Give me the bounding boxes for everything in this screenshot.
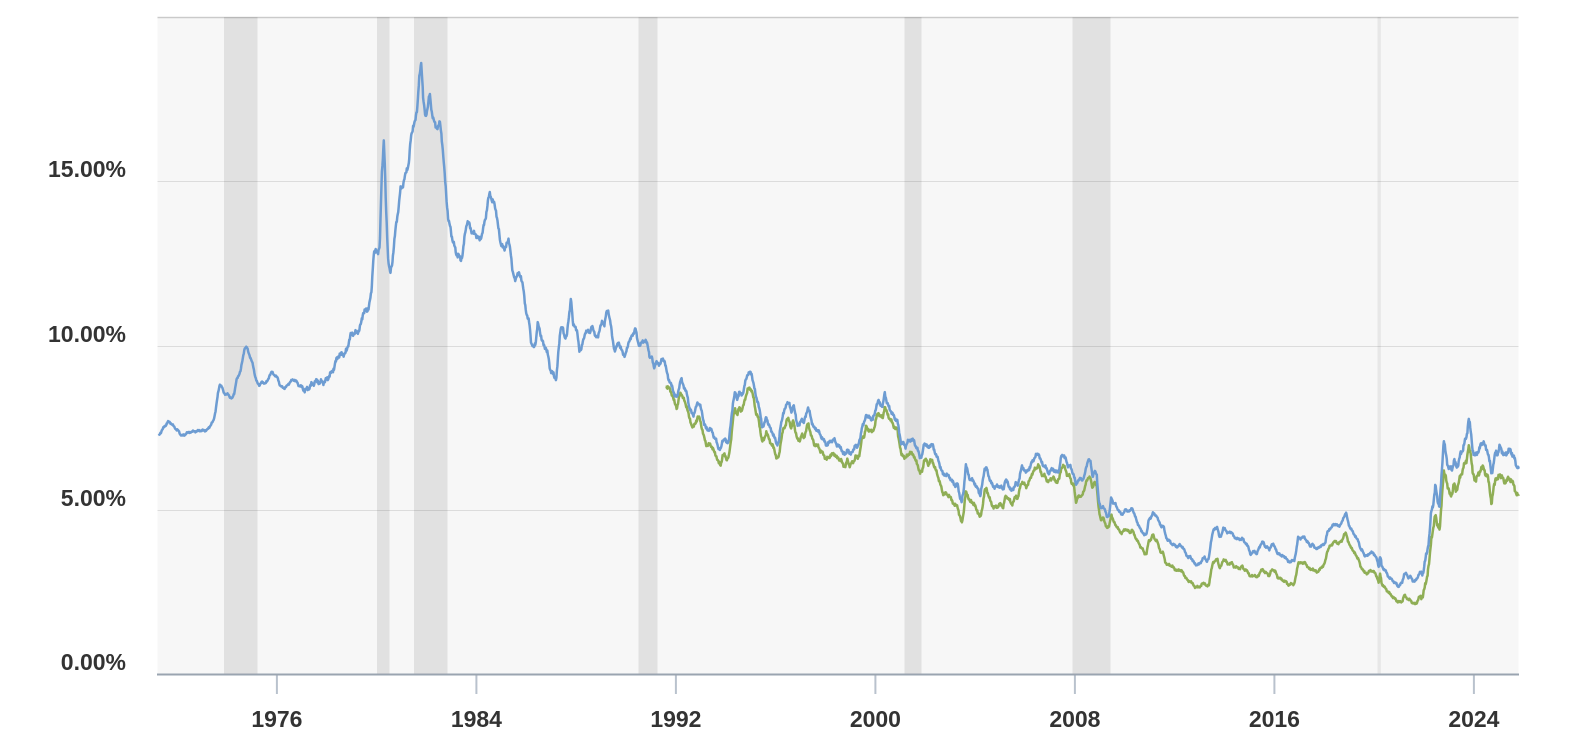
svg-text:1976: 1976 <box>251 706 302 732</box>
svg-text:5.00%: 5.00% <box>61 485 126 511</box>
svg-text:10.00%: 10.00% <box>48 321 126 347</box>
svg-text:2008: 2008 <box>1049 706 1100 732</box>
svg-text:2016: 2016 <box>1249 706 1300 732</box>
svg-text:2000: 2000 <box>850 706 901 732</box>
svg-text:1984: 1984 <box>451 706 502 732</box>
svg-text:15.00%: 15.00% <box>48 156 126 182</box>
svg-text:0.00%: 0.00% <box>61 649 126 675</box>
svg-text:2024: 2024 <box>1448 706 1499 732</box>
svg-text:1992: 1992 <box>650 706 701 732</box>
